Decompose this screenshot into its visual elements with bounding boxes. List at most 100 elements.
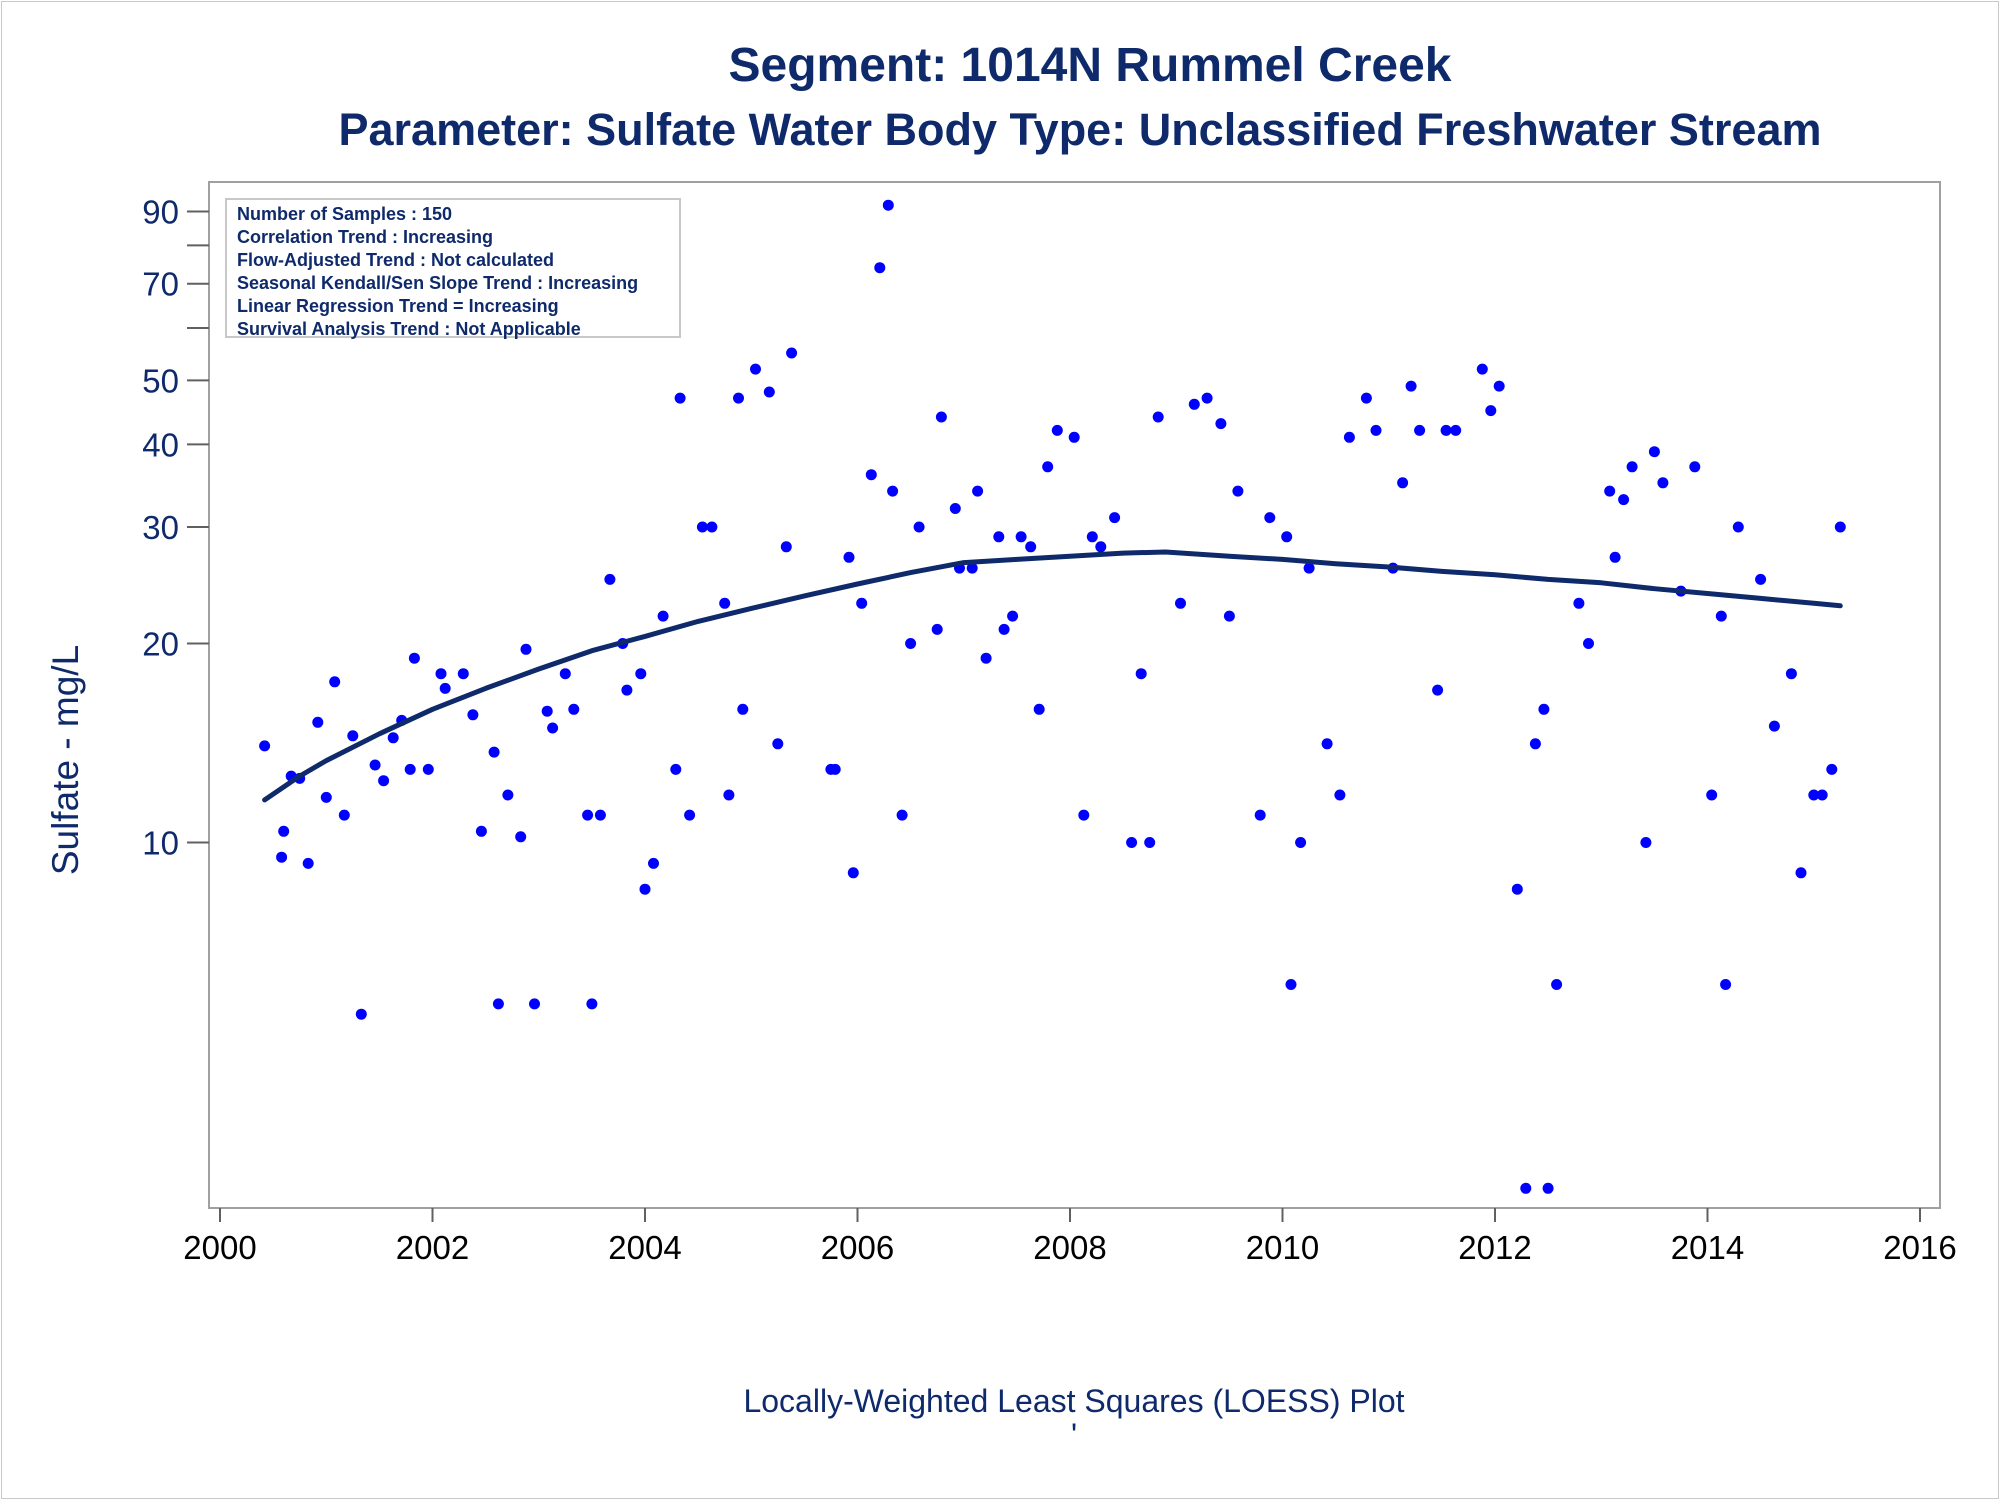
data-point [1405, 380, 1417, 392]
data-point [1520, 1182, 1532, 1194]
data-point [696, 521, 708, 533]
y-axis-title: Sulfate - mg/L [45, 645, 86, 875]
data-point [723, 789, 735, 801]
stat-line: Correlation Trend : Increasing [237, 227, 494, 247]
data-point [1188, 398, 1200, 410]
stat-line: Number of Samples : 150 [237, 204, 453, 224]
data-point [719, 597, 731, 609]
data-point [586, 998, 598, 1010]
data-point [1078, 809, 1090, 821]
data-point [896, 809, 908, 821]
data-point [1755, 573, 1767, 585]
data-point [1732, 521, 1744, 533]
y-tick-label: 40 [142, 426, 179, 463]
data-point [847, 867, 859, 879]
data-point [1689, 461, 1701, 473]
y-tick-label: 90 [142, 194, 179, 231]
data-point [378, 775, 390, 787]
data-point [1826, 763, 1838, 775]
data-point [1109, 512, 1121, 524]
data-point [1033, 703, 1045, 715]
data-point [1542, 1182, 1554, 1194]
trend-stats-box: Number of Samples : 150 Correlation Trend… [225, 198, 681, 339]
data-point [763, 386, 775, 398]
x-tick-label: 2006 [821, 1229, 894, 1266]
data-point [1360, 392, 1372, 404]
data-point [1321, 738, 1333, 750]
data-point [980, 652, 992, 664]
data-point [1640, 837, 1652, 848]
x-axis: 2000 2002 2004 2006 2008 2010 2012 2014 2016 [183, 1208, 1957, 1266]
data-point [882, 199, 894, 211]
data-point [913, 521, 925, 533]
chart-subtitle: Parameter: Sulfate Water Body Type: Uncl… [338, 104, 1822, 155]
data-point [594, 809, 606, 821]
data-point [1720, 979, 1732, 990]
data-point [1609, 551, 1621, 563]
x-tick-label: 2002 [396, 1229, 469, 1266]
data-point [1254, 809, 1266, 821]
data-point [1529, 738, 1541, 750]
data-point [874, 262, 886, 274]
y-tick-label: 50 [142, 362, 179, 399]
data-points [259, 199, 1846, 1194]
data-point [1485, 405, 1497, 417]
y-tick-label: 10 [142, 825, 179, 862]
data-point [1215, 418, 1227, 430]
data-point [278, 825, 290, 837]
x-tick-label: 2008 [1033, 1229, 1106, 1266]
data-point [1626, 461, 1638, 473]
data-point [1808, 789, 1820, 801]
data-point [1295, 837, 1307, 848]
data-point [1816, 789, 1828, 801]
data-point [949, 503, 961, 514]
data-point [998, 623, 1010, 635]
x-tick-label: 2012 [1458, 1229, 1531, 1266]
data-point [329, 676, 341, 688]
data-point [568, 703, 580, 715]
data-point [1281, 531, 1293, 543]
loess-curve [262, 549, 1843, 803]
data-point [387, 732, 399, 744]
data-point [1476, 363, 1488, 375]
data-point [657, 610, 669, 622]
data-point [1551, 979, 1563, 990]
data-point [1657, 477, 1669, 489]
data-point [905, 638, 917, 649]
data-point [604, 573, 616, 585]
plot-footnote: Locally-Weighted Least Squares (LOESS) P… [743, 1383, 1404, 1419]
data-point [1068, 431, 1080, 443]
chart-title: Segment: 1014N Rummel Creek [728, 39, 1452, 92]
data-point [1126, 837, 1138, 848]
data-point [520, 643, 532, 655]
data-point [993, 531, 1005, 543]
data-point [1450, 424, 1462, 436]
data-point [1135, 668, 1147, 680]
data-point [1432, 684, 1444, 696]
x-tick-label: 2000 [183, 1229, 256, 1266]
x-tick-label: 2016 [1883, 1229, 1956, 1266]
data-point [1086, 531, 1098, 543]
data-point [408, 652, 420, 664]
data-point [772, 738, 784, 750]
data-point [935, 411, 947, 423]
data-point [1648, 446, 1660, 458]
data-point [1573, 597, 1585, 609]
data-point [347, 730, 359, 742]
data-point [1834, 521, 1846, 533]
plot-area [208, 181, 1941, 1209]
stat-line: Linear Regression Trend = Increasing [237, 296, 559, 316]
data-point [547, 722, 559, 734]
data-point [302, 857, 314, 869]
data-point [1264, 512, 1276, 524]
data-point [856, 597, 868, 609]
stat-line: Survival Analysis Trend : Not Applicable [237, 319, 581, 339]
data-point [1604, 485, 1616, 497]
data-point [1232, 485, 1244, 497]
data-point [635, 668, 647, 680]
data-point [1042, 461, 1054, 473]
data-point [887, 485, 899, 497]
data-point [931, 623, 943, 635]
data-point [674, 392, 686, 404]
data-point [780, 541, 792, 553]
